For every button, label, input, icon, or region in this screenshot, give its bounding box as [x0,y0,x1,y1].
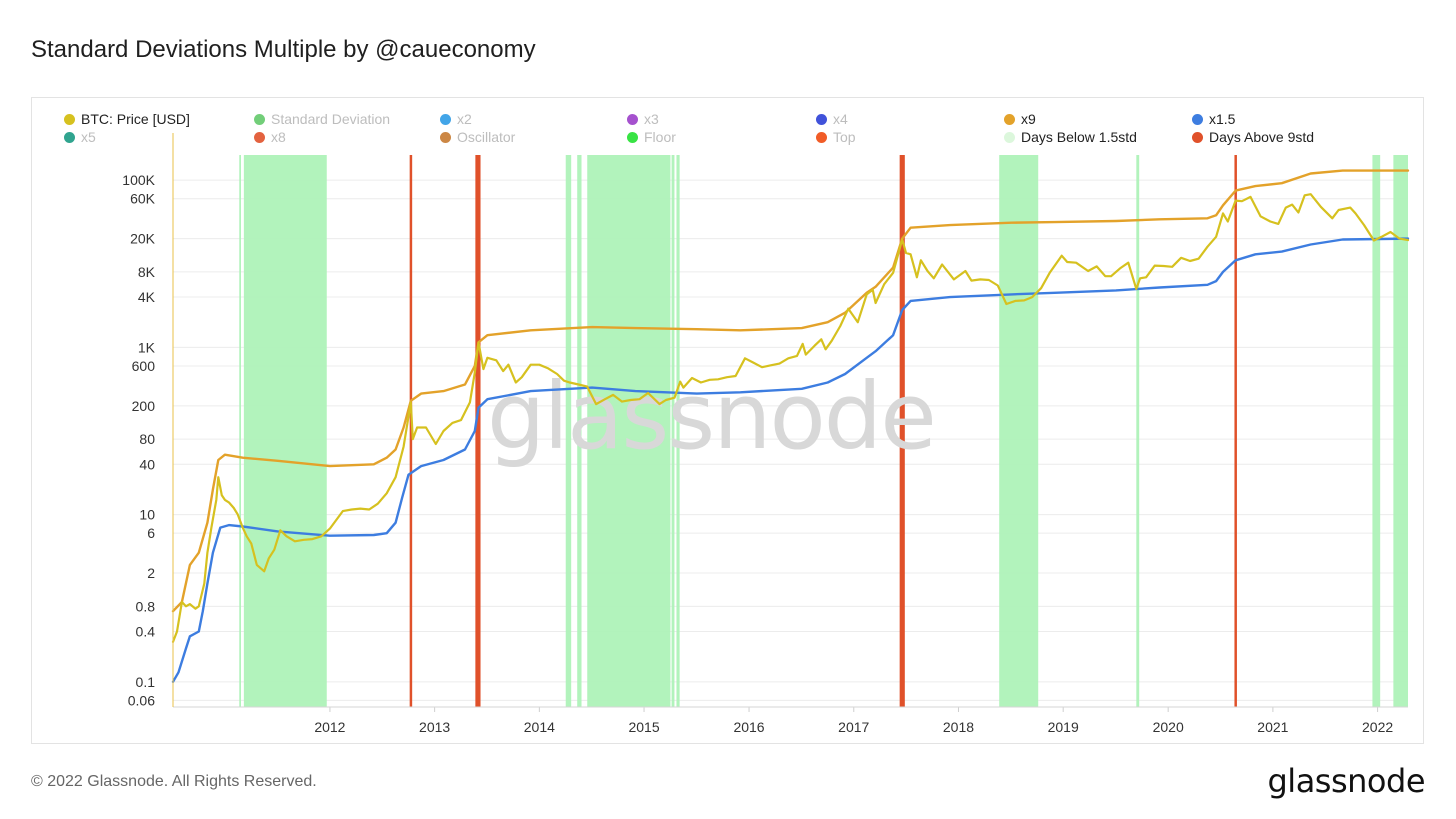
legend-dot-icon [627,113,638,125]
axes: 100K 60K 20K 8K 4K 1K 600 200 80 40 10 6 2 0.8 0.4 0.1 0… [122,133,1408,735]
legend-item-x2[interactable]: x2 [440,111,472,127]
x-tick-label: 2020 [1153,719,1184,735]
y-tick-label: 0.4 [136,623,156,639]
footer-copyright: © 2022 Glassnode. All Rights Reserved. [31,773,317,790]
legend-label: x8 [271,129,286,145]
legend-item-days-above-9std[interactable]: Days Above 9std [1192,129,1314,145]
band-days-below-1-5std [239,155,241,707]
glassnode-logo[interactable]: glassnode [1267,762,1425,800]
legend-label: Days Above 9std [1209,129,1315,145]
band-days-below-1-5std [1372,155,1381,707]
y-tick-label: 6 [147,525,155,541]
legend-dot-icon [1004,131,1015,143]
legend-dot-icon [816,131,827,143]
x-tick-label: 2017 [838,719,869,735]
y-tick-label: 80 [139,431,155,447]
x-tick-label: 2019 [1048,719,1079,735]
legend-item-oscillator[interactable]: Oscillator [440,129,515,145]
legend-label: Days Below 1.5std [1021,129,1137,145]
legend-label: x4 [833,111,848,127]
legend-label: Standard Deviation [271,111,391,127]
legend-item-top[interactable]: Top [816,129,856,145]
legend-dot-icon [64,113,75,125]
x-tick-label: 2013 [419,719,450,735]
band-days-below-1-5std [587,155,671,707]
band-days-below-1-5std [1393,155,1408,707]
legend-dot-icon [816,113,827,125]
band-days-above-9std [475,155,481,707]
legend-dot-icon [627,131,638,143]
legend-item-x8[interactable]: x8 [254,129,286,145]
legend-item-btc-price-usd[interactable]: BTC: Price [USD] [64,111,190,127]
legend-dot-icon [440,131,451,143]
y-tick-label: 0.8 [136,598,156,614]
legend-item-x5[interactable]: x5 [64,129,96,145]
legend-dot-icon [1192,113,1203,125]
legend-item-x3[interactable]: x3 [627,111,659,127]
legend-dot-icon [254,113,265,125]
legend-dot-icon [440,113,451,125]
legend: BTC: Price [USD] Standard Deviation x2 x3 x4… [64,111,1424,151]
y-tick-label: 40 [139,456,155,472]
legend-label: x1.5 [1209,111,1236,127]
x-tick-label: 2016 [733,719,764,735]
series-line-x1-5 [171,237,1410,683]
x-tick-label: 2015 [628,719,659,735]
legend-item-x4[interactable]: x4 [816,111,848,127]
x-tick-label: 2021 [1257,719,1288,735]
legend-label: Oscillator [457,129,516,145]
legend-dot-icon [64,131,75,143]
legend-label: BTC: Price [USD] [81,111,190,127]
band-days-below-1-5std [1136,155,1140,707]
grid-lines [173,179,1408,701]
legend-label: x2 [457,111,472,127]
band-days-above-9std [409,155,413,707]
legend-item-standard-deviation[interactable]: Standard Deviation [254,111,390,127]
y-tick-label: 1K [138,339,156,355]
band-days-below-1-5std [671,155,675,707]
legend-item-days-below-1-5std[interactable]: Days Below 1.5std [1004,129,1137,145]
y-tick-label: 600 [132,358,156,374]
legend-item-x9[interactable]: x9 [1004,111,1036,127]
legend-label: Floor [644,129,676,145]
legend-dot-icon [1004,113,1015,125]
legend-label: x3 [644,111,659,127]
band-days-above-9std [899,155,905,707]
x-tick-label: 2012 [314,719,345,735]
series-lines [171,169,1410,683]
x-tick-label: 2018 [943,719,974,735]
band-days-above-9std [1234,155,1237,707]
series-line-btc-price-usd [171,193,1410,643]
y-tick-label: 0.1 [136,674,156,690]
legend-label: x9 [1021,111,1036,127]
x-tick-label: 2014 [524,719,555,735]
band-days-below-1-5std [999,155,1039,707]
y-tick-label: 60K [130,191,156,207]
legend-dot-icon [254,131,265,143]
y-tick-label: 20K [130,231,156,247]
series-line-x9 [171,169,1410,613]
y-tick-label: 100K [122,172,155,188]
bands [239,155,1408,707]
page-title: Standard Deviations Multiple by @cauecon… [31,36,536,63]
legend-label: Top [833,129,856,145]
legend-item-floor[interactable]: Floor [627,129,676,145]
y-tick-label: 200 [132,398,156,414]
y-tick-label: 2 [147,565,155,581]
band-days-below-1-5std [243,155,327,707]
y-tick-label: 0.06 [128,692,155,708]
watermark: glassnode [487,363,935,470]
legend-item-x1-5[interactable]: x1.5 [1192,111,1235,127]
legend-label: x5 [81,129,96,145]
band-days-below-1-5std [577,155,582,707]
band-days-below-1-5std [676,155,680,707]
y-tick-label: 8K [138,264,156,280]
y-tick-label: 4K [138,289,156,305]
y-tick-label: 10 [139,507,155,523]
legend-dot-icon [1192,131,1203,143]
band-days-below-1-5std [565,155,572,707]
x-tick-label: 2022 [1362,719,1393,735]
